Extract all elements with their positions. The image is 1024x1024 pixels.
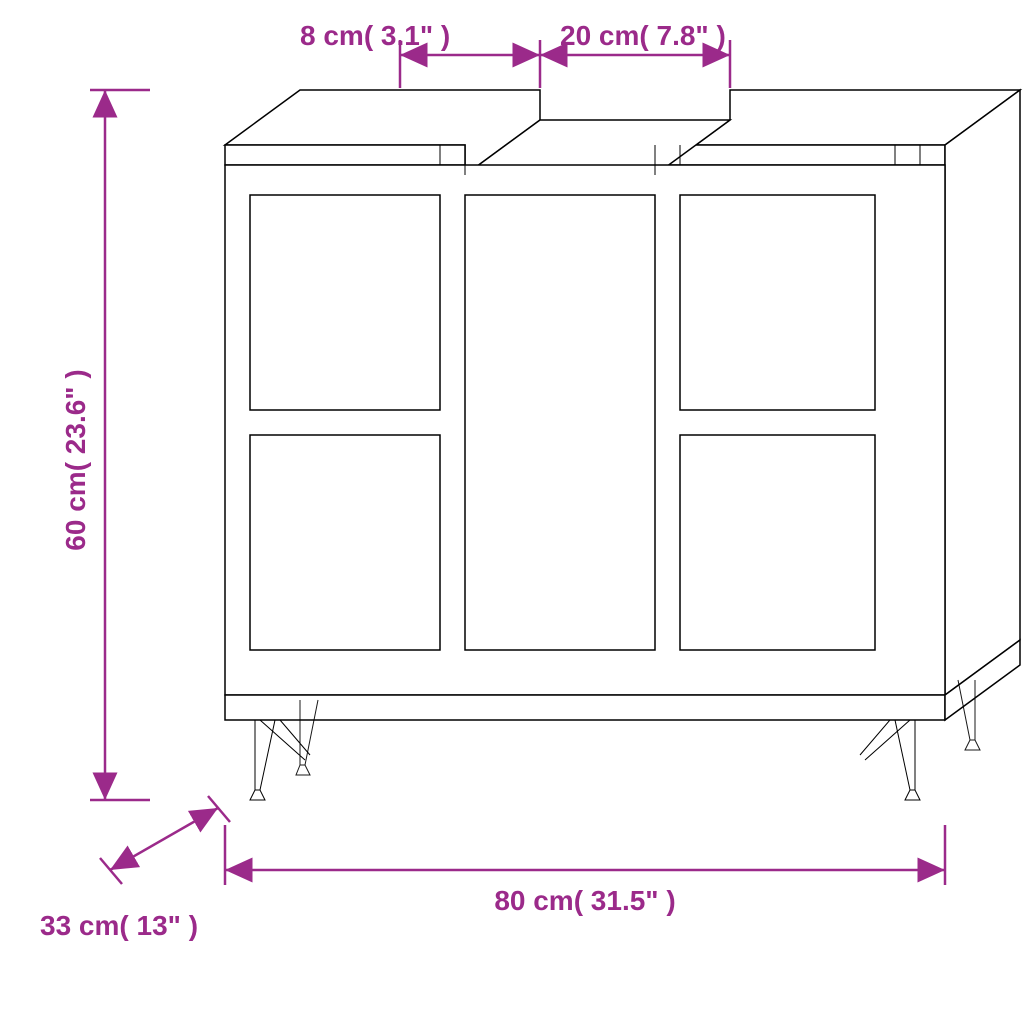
dimension-width-label: 80 cm( 31.5" ) — [494, 885, 675, 916]
dimension-notch-offset: 8 cm( 3.1" ) — [300, 20, 540, 88]
dimension-height-label: 60 cm( 23.6" ) — [60, 369, 91, 550]
drawer-top-left — [250, 195, 440, 410]
drawer-bottom-left — [250, 435, 440, 650]
dimension-width: 80 cm( 31.5" ) — [225, 825, 945, 916]
leg-front-right — [860, 720, 920, 800]
cabinet-plinth — [225, 695, 945, 720]
cabinet-top-front-right — [655, 145, 945, 165]
dimension-notch-width-label: 20 cm( 7.8" ) — [560, 20, 726, 51]
cabinet-top-front-left — [225, 145, 465, 165]
door-center — [465, 195, 655, 650]
leg-front-left — [250, 720, 310, 800]
dimension-depth: 33 cm( 13" ) — [40, 796, 230, 941]
dimension-height: 60 cm( 23.6" ) — [60, 90, 150, 800]
cabinet-side — [945, 90, 1020, 695]
drawer-top-right — [680, 195, 875, 410]
dimension-notch-width: 20 cm( 7.8" ) — [540, 20, 730, 88]
drawer-bottom-right — [680, 435, 875, 650]
dimension-depth-label: 33 cm( 13" ) — [40, 910, 198, 941]
dimension-notch-offset-label: 8 cm( 3.1" ) — [300, 20, 450, 51]
